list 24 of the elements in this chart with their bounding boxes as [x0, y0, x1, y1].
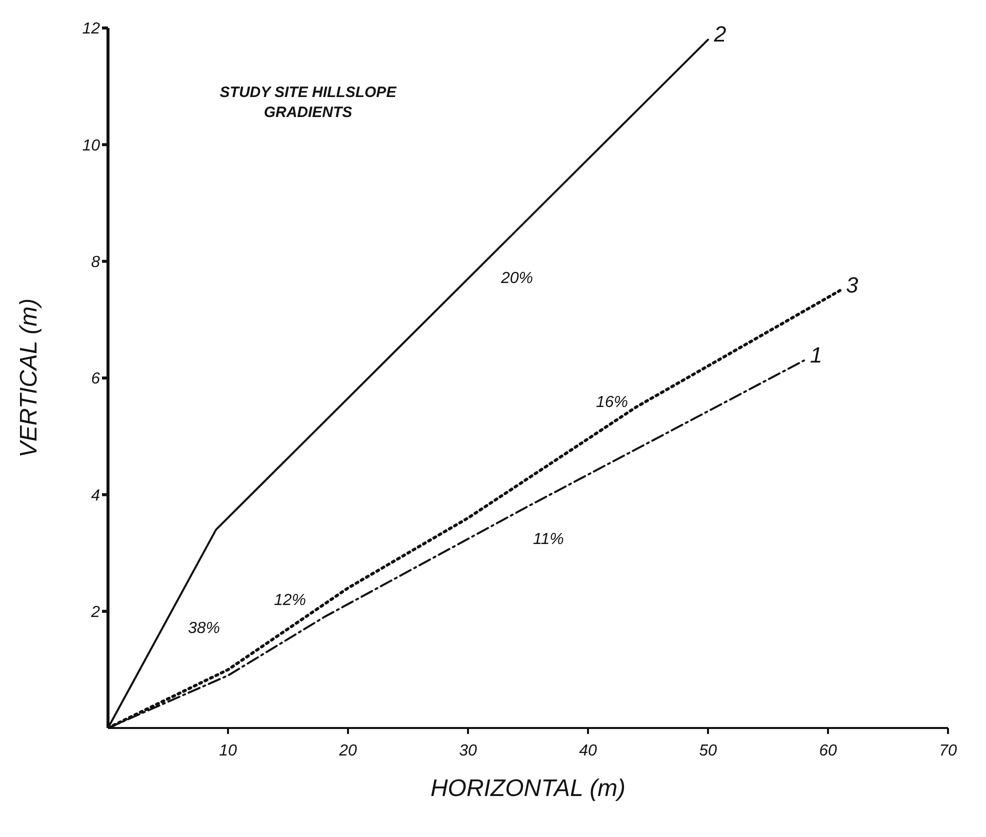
annotation: 12%	[274, 592, 306, 610]
x-tick-label: 10	[219, 742, 237, 760]
x-axis-title: HORIZONTAL (m)	[430, 775, 626, 802]
series-label: 3	[846, 272, 859, 298]
text: STUDY SITE HILLSLOPE GRADIENTS	[218, 83, 398, 123]
annotation: 20%	[501, 270, 534, 288]
y-tick-label: 8	[91, 254, 100, 272]
y-tick-label: 2	[90, 604, 100, 622]
series-label: 2	[713, 22, 726, 47]
x-tick-label: 60	[819, 742, 837, 760]
x-tick-label: 50	[699, 742, 717, 760]
x-tick-label: 20	[338, 742, 357, 760]
x-tick-label: 40	[579, 742, 597, 760]
annotation: 11%	[533, 531, 564, 549]
annotation: 38%	[188, 620, 220, 638]
y-axis-title: VERTICAL (m)	[16, 298, 43, 458]
annotation: 16%	[596, 394, 628, 412]
y-tick-label: 10	[82, 137, 100, 154]
y-tick-label: 4	[91, 487, 100, 504]
y-tick-label: 12	[82, 20, 100, 38]
y-tick-label: 6	[91, 370, 100, 388]
series-label: 1	[810, 342, 822, 368]
x-tick-label: 30	[459, 742, 477, 760]
x-tick-label: 70	[939, 742, 957, 760]
